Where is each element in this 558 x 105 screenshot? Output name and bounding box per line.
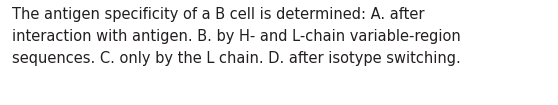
Text: The antigen specificity of a B cell is determined: A. after
interaction with ant: The antigen specificity of a B cell is d…	[12, 7, 461, 66]
